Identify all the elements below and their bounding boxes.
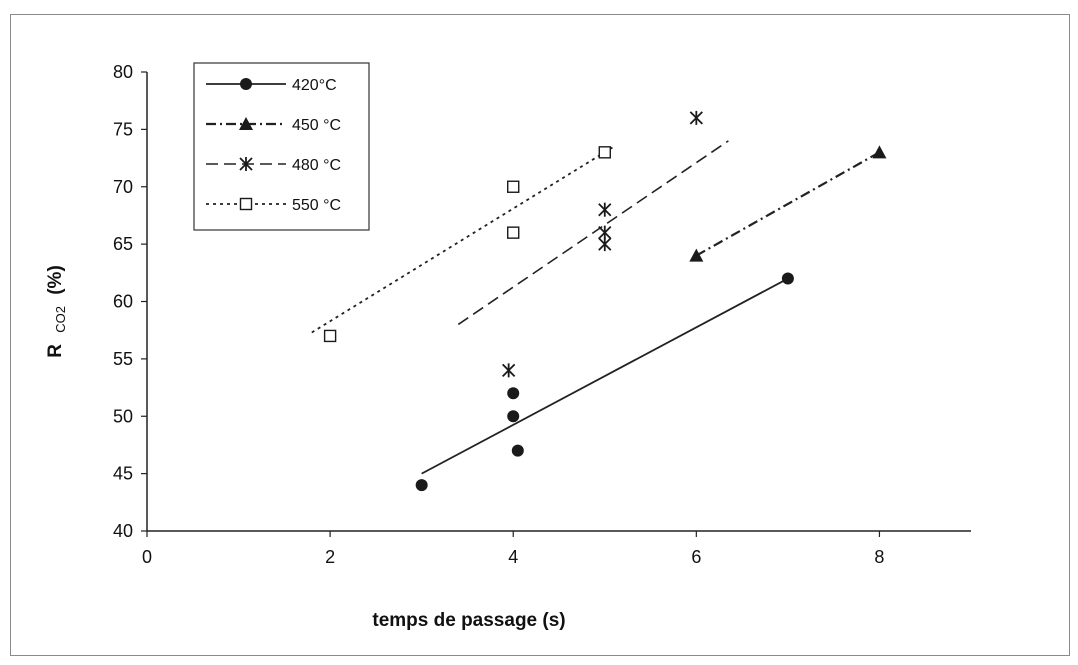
y-axis-title-sub: CO2 <box>53 306 68 333</box>
y-tick-label: 50 <box>113 406 133 426</box>
x-tick-label: 8 <box>874 547 884 567</box>
data-points <box>323 110 887 492</box>
trend-line-series-3 <box>457 140 729 326</box>
data-point-series-1 <box>781 272 794 285</box>
data-point-series-4 <box>598 146 611 159</box>
trend-line-series-2 <box>695 151 880 257</box>
y-tick-label: 40 <box>113 521 133 541</box>
trend-line-series-1 <box>421 277 789 475</box>
y-tick-label: 70 <box>113 177 133 197</box>
data-point-series-3 <box>502 363 516 378</box>
legend-label-2: 450 °C <box>292 117 341 134</box>
y-tick-label: 65 <box>113 234 133 254</box>
data-point-series-2 <box>689 248 704 262</box>
data-point-series-2 <box>872 145 887 159</box>
data-point-series-3 <box>689 110 703 125</box>
x-axis-title: temps de passage (s) <box>372 610 565 631</box>
y-tick-label: 80 <box>113 62 133 82</box>
data-point-series-4 <box>323 329 337 343</box>
legend: 420°C 450 °C 480 °C 550 °C <box>193 62 370 231</box>
data-point-series-4 <box>507 226 520 239</box>
scatter-chart: 40 45 50 55 60 65 70 75 80 0 2 4 6 8 temps de passage… <box>45 62 971 631</box>
legend-marker-3 <box>239 157 253 171</box>
data-point-series-3 <box>598 237 612 252</box>
tick-labels: 40 45 50 55 60 65 70 75 80 0 2 4 6 8 <box>113 62 884 567</box>
x-tick-label: 2 <box>325 547 335 567</box>
y-tick-label: 75 <box>113 119 133 139</box>
trend-lines <box>311 140 880 475</box>
legend-label-1: 420°C <box>292 77 337 94</box>
data-point-series-1 <box>507 410 520 423</box>
axes <box>141 71 971 537</box>
trend-line-series-4 <box>311 145 615 334</box>
y-axis-title: R CO2 (%) <box>45 265 70 358</box>
data-point-series-1 <box>507 387 520 400</box>
x-tick-label: 4 <box>508 547 518 567</box>
data-point-series-4 <box>507 180 520 193</box>
legend-label-4: 550 °C <box>292 197 341 214</box>
y-tick-label: 55 <box>113 349 133 369</box>
chart-frame: 40 45 50 55 60 65 70 75 80 0 2 4 6 8 temps de passage… <box>10 14 1070 656</box>
legend-marker-4 <box>239 197 253 211</box>
y-tick-label: 60 <box>113 292 133 312</box>
legend-label-3: 480 °C <box>292 157 341 174</box>
x-tick-label: 6 <box>691 547 701 567</box>
legend-box <box>193 62 370 231</box>
y-axis-title-main: R <box>45 344 66 358</box>
legend-marker-2 <box>239 117 253 130</box>
data-point-series-1 <box>415 479 428 492</box>
data-point-series-1 <box>511 444 524 457</box>
y-axis-title-unit: (%) <box>45 265 66 295</box>
y-tick-label: 45 <box>113 464 133 484</box>
legend-marker-1 <box>240 78 252 90</box>
data-point-series-3 <box>598 202 612 217</box>
x-tick-label: 0 <box>142 547 152 567</box>
